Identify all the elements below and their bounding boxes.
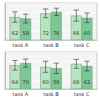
svg-text:60: 60 (42, 79, 48, 85)
svg-text:56: 56 (53, 79, 59, 85)
svg-text:72: 72 (42, 30, 48, 36)
svg-text:task A: task A (13, 42, 29, 48)
svg-text:66: 66 (73, 30, 79, 36)
svg-text:60: 60 (84, 30, 90, 36)
svg-text:68: 68 (73, 79, 79, 85)
svg-text:64: 64 (12, 79, 18, 85)
svg-text:task B: task B (43, 42, 59, 48)
svg-text:task C: task C (74, 42, 90, 48)
svg-text:62: 62 (84, 79, 90, 85)
svg-text:task C: task C (74, 91, 90, 97)
svg-text:70: 70 (23, 79, 29, 85)
svg-text:58: 58 (23, 30, 29, 36)
svg-text:task B: task B (43, 91, 59, 97)
svg-text:62: 62 (12, 30, 18, 36)
svg-text:task A: task A (13, 91, 29, 97)
svg-text:76: 76 (53, 30, 59, 36)
